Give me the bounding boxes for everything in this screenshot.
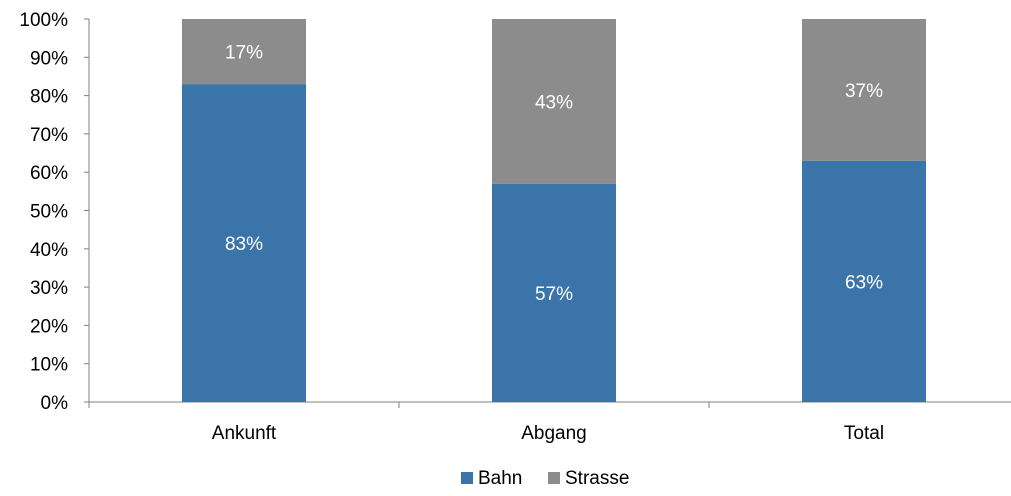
legend-label: Bahn	[478, 468, 522, 489]
data-label: 83%	[225, 234, 263, 255]
y-tick-label: 80%	[30, 87, 68, 108]
bar-segment-strasse	[802, 19, 926, 161]
x-category-label: Ankunft	[212, 423, 277, 444]
legend-label: Strasse	[565, 468, 629, 489]
x-category-label: Total	[844, 423, 884, 444]
y-tick-label: 30%	[30, 278, 68, 299]
y-tick-label: 100%	[19, 10, 68, 31]
bar-segment-bahn	[182, 84, 306, 403]
y-tick-label: 50%	[30, 202, 68, 223]
bar-segment-strasse	[182, 19, 306, 85]
data-label: 17%	[225, 43, 263, 64]
data-label: 63%	[845, 272, 883, 293]
y-tick-label: 10%	[30, 355, 68, 376]
x-category-label: Abgang	[521, 423, 587, 444]
y-tick-label: 0%	[41, 393, 69, 414]
y-tick-label: 70%	[30, 125, 68, 146]
bars: 83% 17% 57% 43% 63% 37%	[182, 19, 926, 403]
bar-segment-bahn	[802, 160, 926, 402]
data-label: 57%	[535, 284, 573, 305]
legend: Bahn Strasse	[461, 468, 629, 489]
data-label: 43%	[535, 92, 573, 113]
legend-swatch-strasse	[548, 472, 560, 484]
y-tick-label: 40%	[30, 240, 68, 261]
data-label: 37%	[845, 81, 883, 102]
bar-segment-bahn	[492, 183, 616, 402]
y-tick-label: 90%	[30, 48, 68, 69]
y-tick-label: 20%	[30, 316, 68, 337]
y-tick-label: 60%	[30, 163, 68, 184]
bar-segment-strasse	[492, 19, 616, 184]
legend-swatch-bahn	[461, 472, 473, 484]
y-axis: 0% 10% 20% 30% 40% 50% 60% 70% 80% 90% 100%	[19, 10, 90, 414]
x-axis: Ankunft Abgang Total	[88, 401, 1011, 444]
